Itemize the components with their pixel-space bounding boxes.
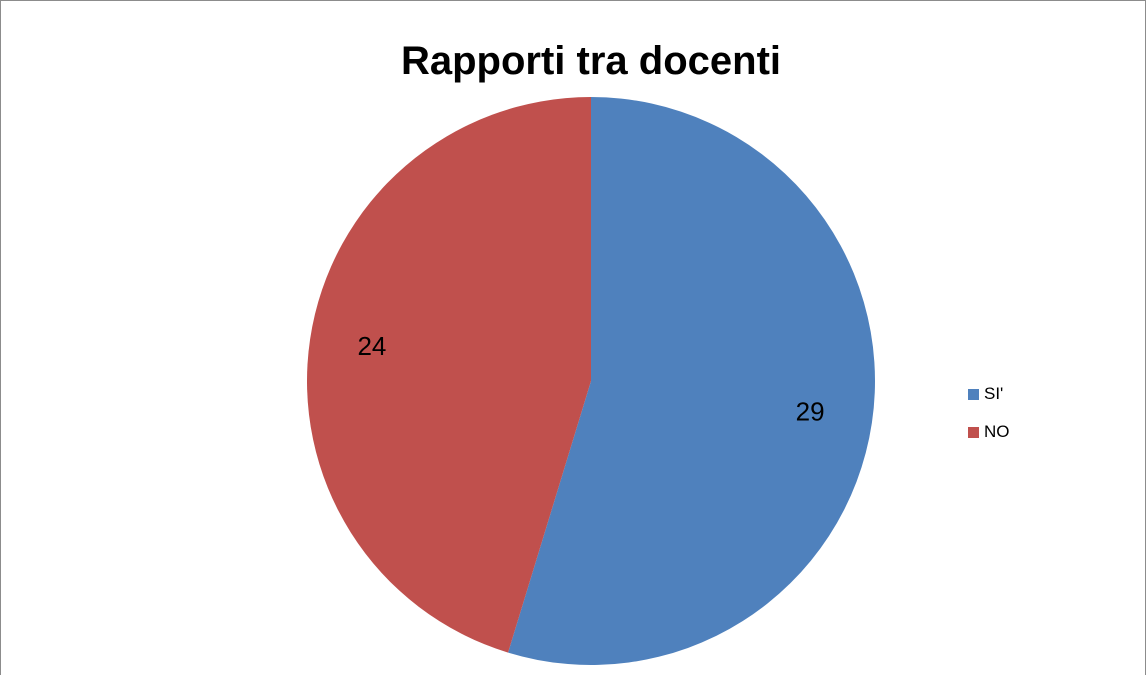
legend-item-si: SI' bbox=[968, 384, 1010, 404]
pie-data-labels: 29 24 bbox=[357, 331, 824, 426]
legend-label-si: SI' bbox=[984, 384, 1004, 403]
legend-label-no: NO bbox=[984, 422, 1010, 441]
legend-swatch-no bbox=[968, 426, 979, 438]
legend: SI' NO bbox=[968, 384, 1010, 460]
data-label-si: 29 bbox=[796, 397, 825, 427]
slice-si bbox=[508, 97, 876, 666]
legend-swatch-si bbox=[968, 388, 979, 400]
legend-item-no: NO bbox=[968, 422, 1010, 442]
slice-no bbox=[307, 97, 591, 653]
chart-title: Rapporti tra docenti bbox=[400, 39, 782, 83]
pie-slices bbox=[307, 97, 876, 666]
data-label-no: 24 bbox=[357, 331, 386, 361]
